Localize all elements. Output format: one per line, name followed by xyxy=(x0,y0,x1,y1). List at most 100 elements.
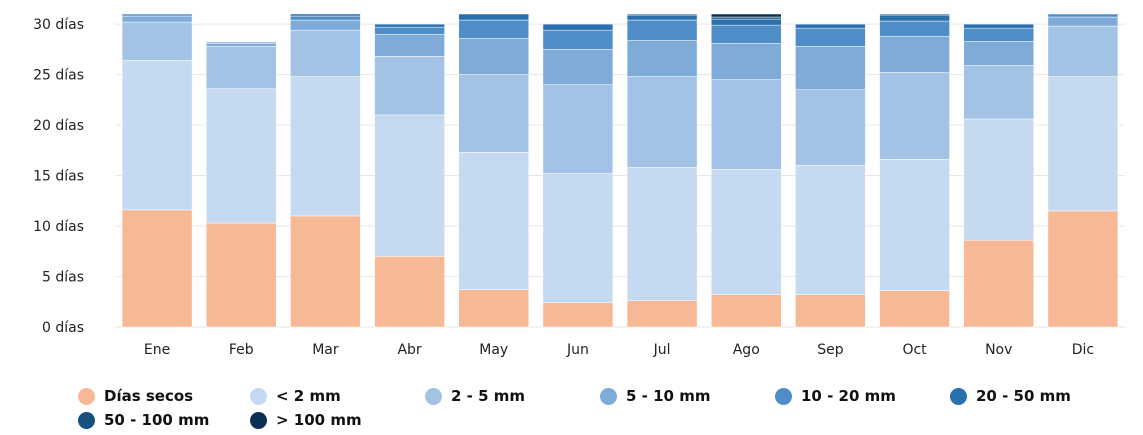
bar-segment xyxy=(374,33,445,57)
bar-segment xyxy=(458,152,529,290)
bar-segment xyxy=(879,35,950,73)
bar-segment xyxy=(963,41,1034,66)
legend-item[interactable]: < 2 mm xyxy=(250,387,425,405)
bar-segment xyxy=(711,169,782,295)
legend-label: Días secos xyxy=(104,387,194,405)
y-tick-label: 10 días xyxy=(33,219,84,235)
legend-label: > 100 mm xyxy=(276,411,362,429)
x-tick-label: Dic xyxy=(1072,342,1094,358)
x-tick-label: Sep xyxy=(817,342,844,358)
bar-segment xyxy=(290,215,361,328)
legend-item[interactable]: 10 - 20 mm xyxy=(775,387,950,405)
y-tick-label: 20 días xyxy=(33,118,84,134)
legend-item[interactable]: 20 - 50 mm xyxy=(950,387,1125,405)
bar-segment xyxy=(963,239,1034,328)
legend-label: 10 - 20 mm xyxy=(801,387,896,405)
bar-segment xyxy=(1047,76,1119,212)
bar-segment xyxy=(458,37,529,75)
x-tick-label: May xyxy=(479,342,508,358)
bar-segment xyxy=(290,76,361,217)
bar-segment xyxy=(879,72,950,160)
bar-segment xyxy=(626,76,698,168)
legend-item[interactable]: 50 - 100 mm xyxy=(78,411,250,429)
bar-segment xyxy=(458,74,529,153)
bar-segment xyxy=(374,114,445,257)
x-tick-label: Feb xyxy=(229,342,254,358)
x-tick-label: Abr xyxy=(397,342,421,358)
x-tick-label: Mar xyxy=(312,342,339,358)
legend-swatch-icon xyxy=(78,387,95,405)
y-tick-label: 30 días xyxy=(33,17,84,33)
bar-segment xyxy=(711,13,782,18)
bar-segment xyxy=(879,290,950,328)
bar-segment xyxy=(1047,210,1119,328)
legend-item[interactable]: > 100 mm xyxy=(250,411,425,429)
bar-segment xyxy=(963,27,1034,42)
bar-segment xyxy=(711,294,782,328)
grid-lines xyxy=(115,23,1125,328)
legend-label: 50 - 100 mm xyxy=(104,411,210,429)
bar-segment xyxy=(1047,25,1119,77)
legend-item[interactable]: Días secos xyxy=(78,387,250,405)
legend-row: 50 - 100 mm > 100 mm xyxy=(78,408,1138,432)
legend-item[interactable]: 2 - 5 mm xyxy=(425,387,600,405)
legend-swatch-icon xyxy=(250,387,267,405)
bar-segment xyxy=(121,13,193,17)
legend-swatch-icon xyxy=(950,387,967,405)
bar-segment xyxy=(374,256,445,328)
bar-segment xyxy=(206,42,277,44)
bar-segment xyxy=(542,173,614,304)
x-tick-label: Nov xyxy=(985,342,1012,358)
bar-segment xyxy=(795,27,866,47)
bar-segment xyxy=(374,23,445,28)
bar-segment xyxy=(458,19,529,39)
bar-segment xyxy=(206,222,277,328)
bar-segment xyxy=(879,159,950,291)
bar-segment xyxy=(626,167,698,301)
bar-segment xyxy=(121,60,193,211)
bar-segment xyxy=(290,15,361,21)
legend-swatch-icon xyxy=(250,411,267,429)
legend-swatch-icon xyxy=(775,387,792,405)
legend-label: < 2 mm xyxy=(276,387,341,405)
bar-segment xyxy=(206,43,277,47)
bar-segment xyxy=(879,14,950,22)
bar-segment xyxy=(626,14,698,21)
bar-segment xyxy=(626,300,698,328)
bar-segment xyxy=(542,302,614,328)
stacked-bar-chart: 0 días 5 días 10 días 15 días 20 días 25 días… xyxy=(33,13,1125,358)
x-tick-label: Ago xyxy=(733,342,760,358)
y-tick-label: 15 días xyxy=(33,169,84,185)
bar-segment xyxy=(121,209,193,328)
bar-segment xyxy=(795,46,866,90)
legend-item[interactable]: 5 - 10 mm xyxy=(600,387,775,405)
bar-segment xyxy=(711,79,782,170)
bar-segment xyxy=(458,289,529,328)
x-axis: Ene Feb Mar Abr May Jun Jul Ago Sep Oct Nov Dic xyxy=(144,342,1094,358)
bar-segment xyxy=(374,26,445,35)
bar-segment xyxy=(963,118,1034,241)
bar-segment xyxy=(963,23,1034,29)
bar-segment xyxy=(795,165,866,295)
y-tick-label: 25 días xyxy=(33,68,84,84)
legend-swatch-icon xyxy=(600,387,617,405)
legend-swatch-icon xyxy=(78,411,95,429)
bar-segment xyxy=(542,23,614,31)
bar-segment xyxy=(626,19,698,41)
y-tick-label: 0 días xyxy=(42,320,84,336)
legend-label: 5 - 10 mm xyxy=(626,387,711,405)
x-tick-label: Ene xyxy=(144,342,170,358)
bar-segment xyxy=(458,13,529,21)
bar-segment xyxy=(626,40,698,77)
bar-segment xyxy=(795,23,866,29)
x-tick-label: Jul xyxy=(653,342,671,358)
bar-segment xyxy=(879,13,950,16)
bar-segment xyxy=(542,84,614,174)
legend-label: 20 - 50 mm xyxy=(976,387,1071,405)
x-tick-label: Jun xyxy=(566,342,589,358)
bar-segment xyxy=(206,88,277,224)
bars xyxy=(121,13,1119,328)
x-tick-label: Oct xyxy=(902,342,927,358)
bar-segment xyxy=(290,19,361,31)
bar-segment xyxy=(711,18,782,26)
